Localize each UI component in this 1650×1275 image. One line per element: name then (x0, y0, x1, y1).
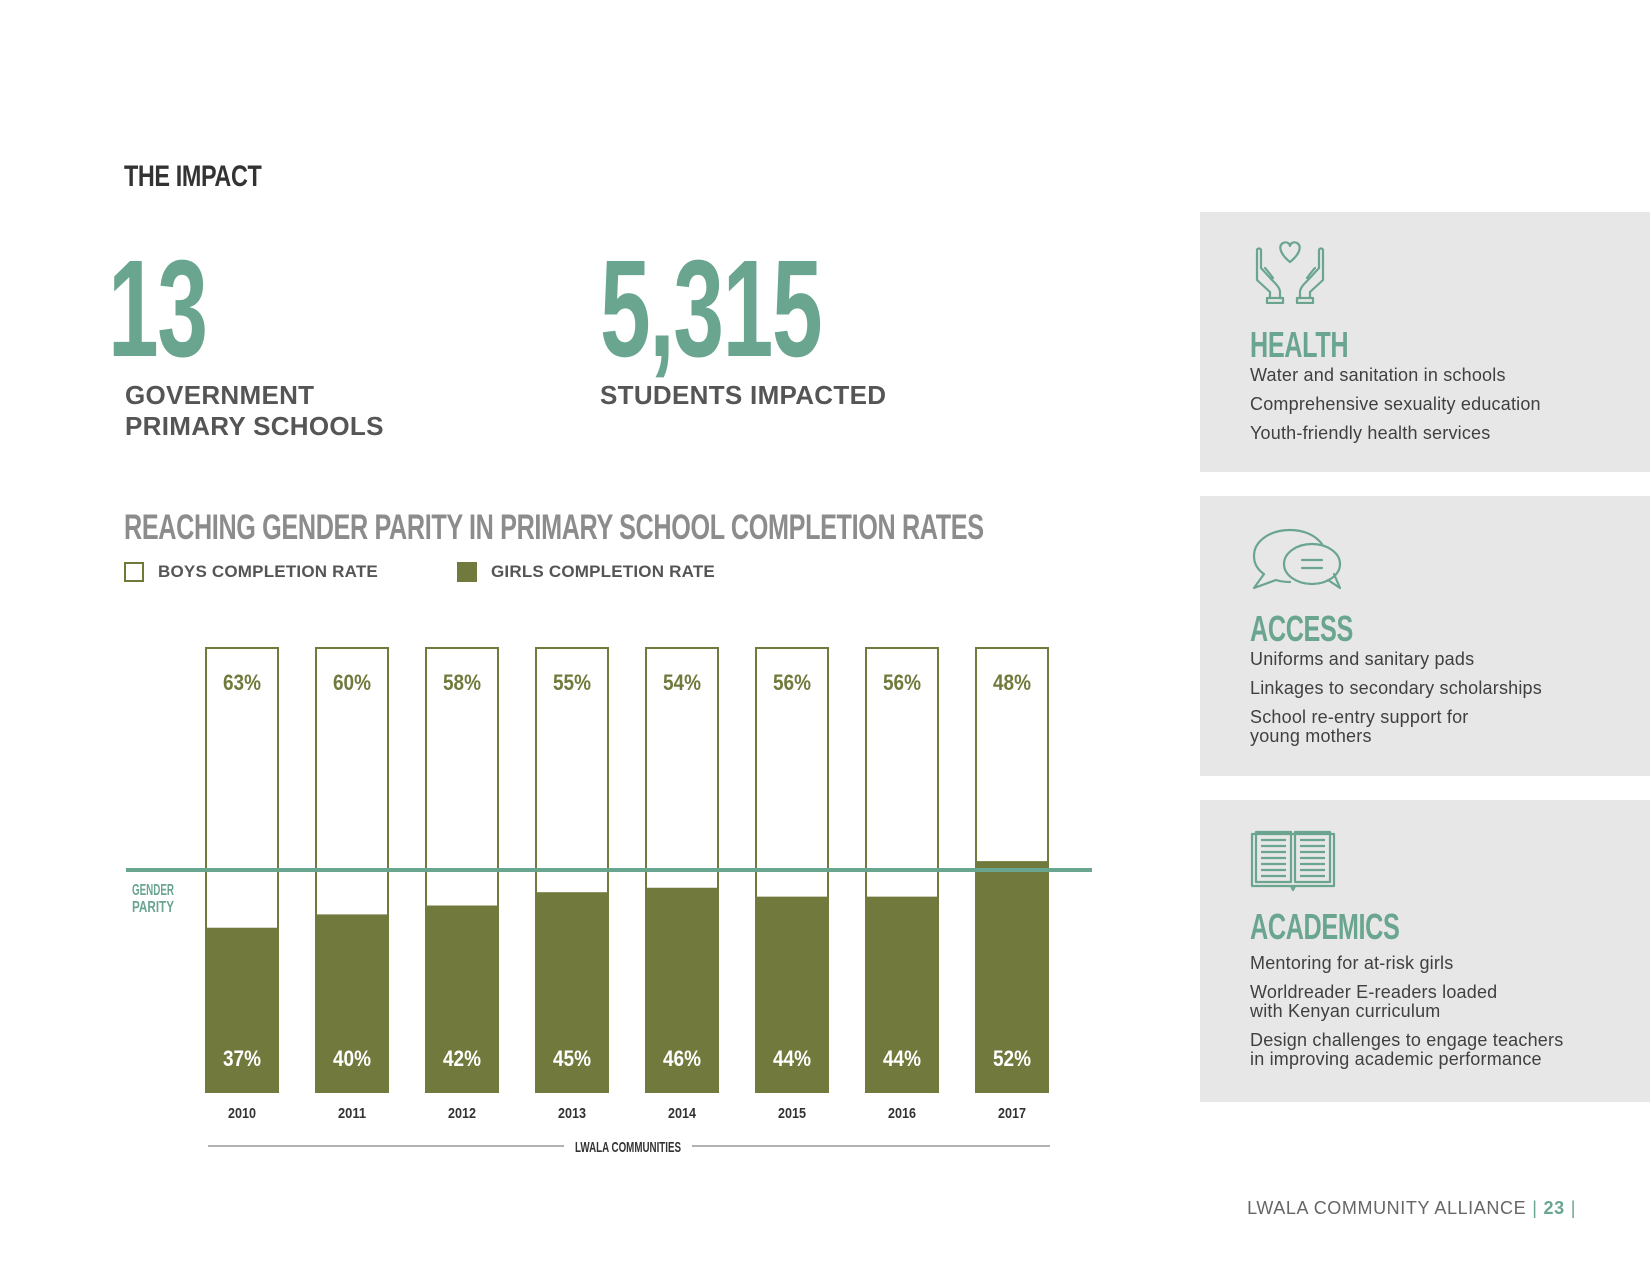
list-item: Linkages to secondary scholarships (1250, 678, 1542, 698)
footer-org: LWALA COMMUNITY ALLIANCE (1247, 1198, 1527, 1218)
x-tick-label: 2014 (668, 1105, 697, 1122)
schools-count: 13 (108, 232, 208, 386)
students-count: 5,315 (600, 232, 823, 386)
bar-girls (425, 905, 499, 1092)
list-item: Comprehensive sexuality education (1250, 394, 1541, 414)
data-label-boys: 60% (333, 670, 371, 695)
data-label-boys: 48% (993, 670, 1031, 695)
legend-item-boys: BOYS COMPLETION RATE (124, 562, 378, 582)
panel-list-academics: Mentoring for at-risk girls Worldreader … (1250, 954, 1610, 1079)
legend-swatch-girls (457, 562, 477, 582)
section-title: THE IMPACT (124, 160, 262, 193)
x-axis-label: LWALA COMMUNITIES (575, 1139, 681, 1156)
x-tick-label: 2015 (778, 1105, 806, 1122)
list-item: Youth-friendly health services (1250, 423, 1491, 443)
data-label-girls: 45% (553, 1046, 591, 1071)
speech-bubbles-icon (1252, 528, 1342, 590)
data-label-boys: 58% (443, 670, 481, 695)
panel-academics: ACADEMICS Mentoring for at-risk girls Wo… (1200, 800, 1650, 1102)
panel-heading-academics: ACADEMICS (1250, 906, 1400, 947)
data-label-girls: 42% (443, 1046, 481, 1071)
bar-girls (535, 892, 609, 1092)
list-item: Mentoring for at-risk girls (1250, 953, 1454, 973)
legend-item-girls: GIRLS COMPLETION RATE (457, 562, 715, 582)
gender-parity-label: GENDER (132, 882, 174, 899)
legend-label-girls: GIRLS COMPLETION RATE (491, 562, 715, 581)
bar-girls (755, 896, 829, 1092)
bar-girls (865, 896, 939, 1092)
footer-separator: | (1532, 1198, 1538, 1218)
x-tick-label: 2012 (448, 1105, 476, 1122)
completion-rate-chart: 63% 37% 2010 60% 40% 2011 58% 42% 2012 55% 45% 2013… (126, 647, 1092, 1156)
bar-girls (645, 887, 719, 1092)
panel-health: HEALTH Water and sanitation in schools C… (1200, 212, 1650, 472)
data-label-boys: 63% (223, 670, 261, 695)
panel-access: ACCESS Uniforms and sanitary pads Linkag… (1200, 496, 1650, 776)
data-label-girls: 44% (773, 1046, 811, 1071)
legend-label-boys: BOYS COMPLETION RATE (158, 562, 378, 581)
data-label-girls: 40% (333, 1046, 371, 1071)
data-label-girls: 44% (883, 1046, 921, 1071)
panel-heading-access: ACCESS (1250, 608, 1353, 649)
bar-girls (315, 914, 389, 1092)
panel-list-access: Uniforms and sanitary pads Linkages to s… (1250, 650, 1610, 756)
list-item: Water and sanitation in schools (1250, 365, 1506, 385)
page-footer: LWALA COMMUNITY ALLIANCE | 23 | (1247, 1198, 1582, 1219)
list-item: Worldreader E-readers loaded with Kenyan… (1250, 982, 1498, 1021)
data-label-girls: 46% (663, 1046, 701, 1071)
x-tick-label: 2013 (558, 1105, 586, 1122)
open-book-icon (1250, 830, 1336, 892)
data-label-boys: 54% (663, 670, 701, 695)
list-item: Uniforms and sanitary pads (1250, 649, 1475, 669)
legend-swatch-boys (124, 562, 144, 582)
x-tick-label: 2011 (338, 1105, 366, 1122)
x-tick-label: 2017 (998, 1105, 1026, 1122)
data-label-boys: 55% (553, 670, 591, 695)
students-label: STUDENTS IMPACTED (600, 380, 887, 410)
page-number: 23 (1543, 1198, 1565, 1218)
list-item: School re-entry support for young mother… (1250, 707, 1469, 746)
gender-parity-label: PARITY (132, 899, 174, 916)
panel-heading-health: HEALTH (1250, 324, 1349, 365)
footer-separator: | (1570, 1198, 1576, 1218)
bar-girls (975, 861, 1049, 1092)
data-label-girls: 37% (223, 1046, 261, 1071)
data-label-girls: 52% (993, 1046, 1031, 1071)
bar-girls (205, 927, 279, 1092)
x-tick-label: 2016 (888, 1105, 916, 1122)
list-item: Design challenges to engage teachers in … (1250, 1030, 1564, 1069)
data-label-boys: 56% (883, 670, 921, 695)
data-label-boys: 56% (773, 670, 811, 695)
hands-heart-icon (1255, 241, 1325, 304)
x-tick-label: 2010 (228, 1105, 256, 1122)
schools-label: GOVERNMENT PRIMARY SCHOOLS (125, 380, 384, 441)
chart-title: REACHING GENDER PARITY IN PRIMARY SCHOOL… (124, 508, 984, 547)
panel-list-health: Water and sanitation in schools Comprehe… (1250, 366, 1610, 453)
